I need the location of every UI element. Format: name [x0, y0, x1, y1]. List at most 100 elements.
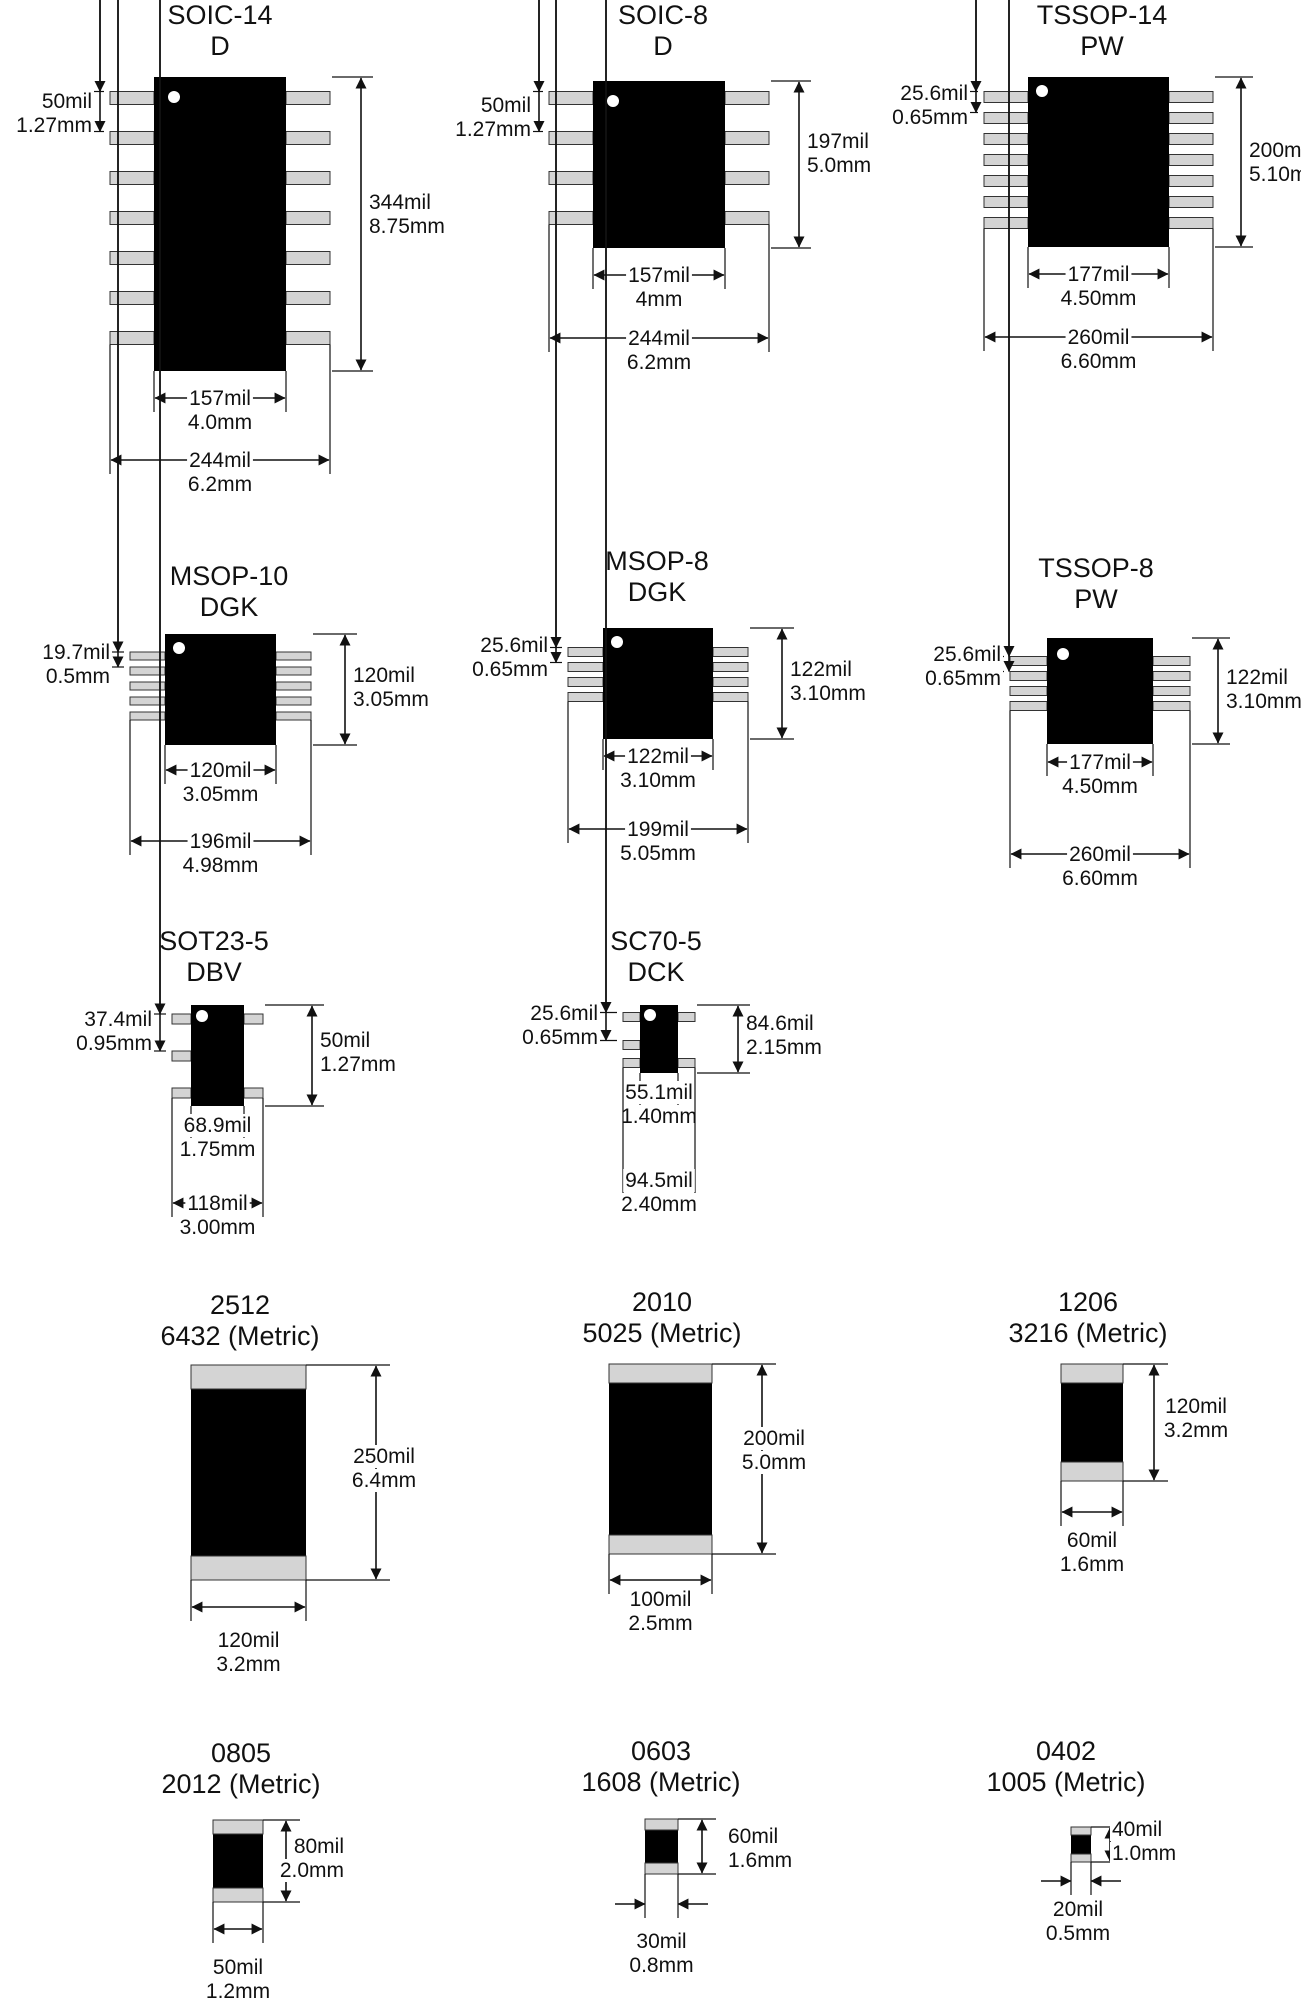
body-length-label-mm: 1.27mm	[320, 1053, 396, 1076]
length-label-mm: 1.0mm	[1112, 1842, 1176, 1865]
body-length-label-mm: 3.05mm	[353, 688, 429, 711]
label-background	[185, 411, 255, 434]
label-background	[634, 1930, 689, 1953]
lead-pin	[171, 1050, 192, 1062]
label-background	[619, 1105, 699, 1128]
length-label-mil: 60mil	[728, 1825, 778, 1848]
label-background	[351, 1445, 417, 1468]
lead-span-label-mm: 6.60mm	[1061, 350, 1137, 373]
lead-span-label-mil: 118mil	[187, 1192, 247, 1215]
pitch-label-mm: 0.95mm	[76, 1032, 152, 1055]
label-background	[627, 1588, 694, 1611]
label-background	[1110, 1842, 1179, 1865]
package-subtitle: DGK	[200, 592, 259, 622]
label-background	[349, 1469, 419, 1492]
package-title: TSSOP-8	[1038, 553, 1154, 583]
body-width-label-mm: 4.50mm	[1062, 775, 1138, 798]
label-background	[180, 854, 261, 877]
body-length-label-mm: 2.15mm	[746, 1036, 822, 1059]
chip-body	[191, 1365, 306, 1580]
label-background	[1060, 775, 1140, 798]
lead-pin	[285, 131, 331, 145]
lead-span-label-mil: 94.5mil	[625, 1169, 693, 1192]
lead-span-label-mm: 3.00mm	[180, 1216, 256, 1239]
package-subtitle: 1608 (Metric)	[581, 1767, 740, 1797]
label-background	[351, 664, 417, 687]
lead-pin	[983, 133, 1029, 145]
lead-pin	[109, 171, 155, 185]
label-background	[625, 818, 691, 841]
lead-pin	[567, 692, 604, 702]
body-length-label-mm: 5.0mm	[807, 154, 871, 177]
chip-terminal-top	[190, 1364, 307, 1390]
lead-pin	[567, 662, 604, 672]
pitch-label-mm: 0.65mm	[472, 658, 548, 681]
lead-pin	[724, 171, 770, 185]
width-label-mm: 0.5mm	[1046, 1922, 1110, 1945]
lead-pin	[109, 291, 155, 305]
lead-span-label-mil: 199mil	[627, 818, 689, 841]
pin1-marker	[173, 642, 185, 654]
lead-pin	[1152, 671, 1191, 681]
label-background	[187, 759, 254, 782]
label-background	[726, 1849, 795, 1872]
label-background	[1057, 1553, 1127, 1576]
label-background	[1043, 1922, 1113, 1945]
label-background	[187, 387, 253, 410]
lead-pin	[712, 662, 749, 672]
package-title: 0603	[631, 1736, 691, 1766]
package-title: MSOP-10	[170, 561, 289, 591]
label-background	[1161, 1419, 1231, 1442]
lead-pin	[243, 1087, 264, 1099]
pitch-label-mm: 0.65mm	[892, 106, 968, 129]
lead-pin	[622, 1012, 641, 1022]
length-label-mm: 5.0mm	[742, 1451, 806, 1474]
pitch-label-mil: 50mil	[481, 94, 531, 117]
lead-pin	[724, 131, 770, 145]
pitch-label-mil: 50mil	[42, 90, 92, 113]
body-width-label-mil: 177mil	[1069, 751, 1131, 774]
lead-pin	[1168, 91, 1214, 103]
label-background	[726, 1825, 781, 1848]
label-background	[626, 327, 692, 350]
chip-terminal-bottom	[212, 1887, 264, 1903]
label-background	[1058, 350, 1139, 373]
lead-pin	[983, 91, 1029, 103]
lead-pin	[109, 251, 155, 265]
lead-pin	[677, 1058, 696, 1068]
pitch-label-mil: 37.4mil	[84, 1008, 152, 1031]
label-background	[277, 1859, 346, 1882]
label-background	[14, 114, 94, 137]
label-background	[351, 688, 431, 711]
package-title: MSOP-8	[605, 546, 709, 576]
lead-pin	[171, 1087, 192, 1099]
label-background	[367, 191, 433, 214]
label-background	[1060, 867, 1140, 890]
label-background	[214, 1653, 283, 1676]
chip-terminal-top	[608, 1363, 713, 1384]
label-background	[788, 658, 854, 681]
package-subtitle: DBV	[186, 957, 242, 987]
lead-pin	[275, 696, 312, 706]
lead-pin	[285, 91, 331, 105]
label-background	[1163, 1395, 1229, 1418]
label-background	[520, 1026, 600, 1049]
lead-pin	[983, 217, 1029, 229]
body-width-label-mil: 177mil	[1068, 263, 1130, 286]
width-label-mm: 3.2mm	[216, 1653, 280, 1676]
pin1-marker	[607, 95, 619, 107]
lead-pin	[285, 211, 331, 225]
pitch-label-mm: 1.27mm	[455, 118, 531, 141]
lead-pin	[567, 677, 604, 687]
width-label-mil: 60mil	[1067, 1529, 1117, 1552]
body-width-label-mm: 3.05mm	[183, 783, 259, 806]
package-title: SOIC-8	[618, 0, 708, 30]
lead-pin	[109, 91, 155, 105]
pitch-label-mil: 25.6mil	[480, 634, 548, 657]
